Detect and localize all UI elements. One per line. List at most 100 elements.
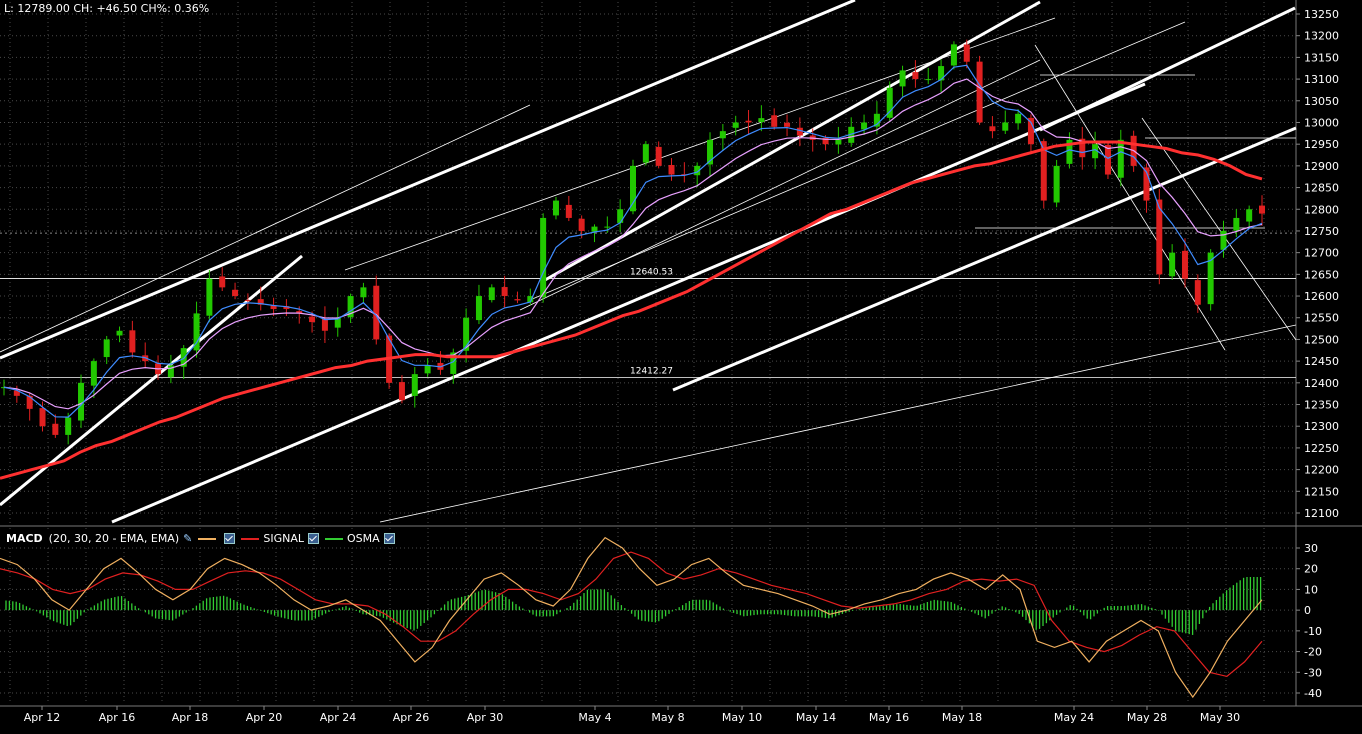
x-tick-label: May 10 [722,711,762,724]
trendline-thin [519,59,1041,311]
tool-icon[interactable]: ✎ [183,532,193,545]
candle-body [116,330,123,336]
y-tick-label: 13250 [1304,8,1339,21]
candle-body [65,417,72,435]
candle-body [463,317,470,351]
candle-body [13,390,20,396]
signal-label: SIGNAL [263,532,304,545]
level-label: 12412.27 [630,367,673,377]
trendline [0,0,856,360]
candle-body [347,296,354,318]
y-tick-label: 12650 [1304,268,1339,281]
candle-body [270,305,277,310]
candle-body [309,316,316,323]
candle-body [719,131,726,139]
x-tick-label: Apr 26 [393,711,430,724]
candle-body [39,408,46,427]
x-tick-label: Apr 12 [24,711,61,724]
candle-body [655,146,662,166]
candle-body [552,200,559,216]
macd-y-tick-label: 20 [1304,563,1318,576]
level-label: 12640.53 [630,267,673,277]
candle-body [681,174,688,176]
x-tick-label: Apr 20 [246,711,283,724]
y-tick-label: 12100 [1304,507,1339,520]
candle-body [796,127,803,136]
candle-body [501,287,508,297]
trendline-thin [529,21,1186,301]
ema-fast-line [3,64,1263,418]
candle-body [963,44,970,62]
macd-y-tick-label: 0 [1304,604,1311,617]
candle-body [758,118,765,123]
candle-body [475,296,482,321]
x-tick-label: May 16 [869,711,909,724]
candle-body [630,165,636,212]
trendline [111,82,1146,524]
candle-body [334,317,341,328]
candle-body [180,348,187,367]
y-tick-label: 13100 [1304,73,1339,86]
trendline-thin [1141,117,1297,341]
candle-body [861,122,868,130]
candle-body [219,276,226,288]
macd-indicator-name[interactable]: MACD [6,532,43,545]
candle-body [206,278,213,316]
candle-body [1181,250,1188,279]
y-tick-label: 12200 [1304,464,1339,477]
x-tick-label: Apr 16 [99,711,136,724]
candle-body [976,61,983,123]
candle-body [244,299,251,301]
candle-body [1079,138,1086,158]
candle-body [1220,230,1227,250]
candle-body [103,339,110,358]
candle-body [26,395,33,409]
candle-body [129,330,136,353]
candle-body [848,126,855,143]
candle-body [1002,122,1009,131]
candle-body [886,87,893,118]
x-tick-label: May 8 [651,711,684,724]
y-tick-label: 12500 [1304,333,1339,346]
x-tick-label: Apr 30 [467,711,504,724]
trendline-thin [379,324,1297,523]
candle-body [925,79,932,81]
checkbox-checked-icon[interactable] [383,533,395,544]
candle-body [52,423,59,435]
y-tick-label: 12850 [1304,182,1339,195]
candle-body [989,126,996,132]
candle-body [1194,280,1201,305]
macd-params: (20, 30, 20 - EMA, EMA) [48,532,180,545]
y-tick-label: 13000 [1304,116,1339,129]
candle-body [1027,117,1034,145]
candle-body [565,204,572,218]
macd-y-tick-label: -30 [1304,666,1322,679]
signal-line [0,551,1263,678]
candle-body [899,70,906,87]
candle-body [1104,144,1111,175]
y-tick-label: 12950 [1304,138,1339,151]
y-tick-label: 12750 [1304,225,1339,238]
y-tick-label: 12400 [1304,377,1339,390]
candle-body [283,306,290,310]
candle-body [873,113,880,127]
checkbox-checked-icon[interactable] [307,533,319,544]
candle-body [488,287,495,301]
osma-swatch [324,537,343,540]
long-ma-line [0,140,1263,480]
candle-body [1259,205,1265,214]
y-tick-label: 12300 [1304,420,1339,433]
x-tick-label: May 24 [1054,711,1094,724]
candle-body [321,318,328,331]
candle-body [450,352,457,374]
checkbox-checked-icon[interactable] [224,533,236,544]
x-tick-label: May 18 [942,711,982,724]
macd-y-tick-label: 10 [1304,583,1318,596]
trendline [672,126,1297,392]
candle-body [617,209,624,223]
y-tick-label: 12700 [1304,247,1339,260]
macd-legend: MACD (20, 30, 20 - EMA, EMA) ✎ SIGNAL OS… [4,531,397,546]
x-tick-label: May 28 [1127,711,1167,724]
x-tick-label: May 30 [1200,711,1240,724]
